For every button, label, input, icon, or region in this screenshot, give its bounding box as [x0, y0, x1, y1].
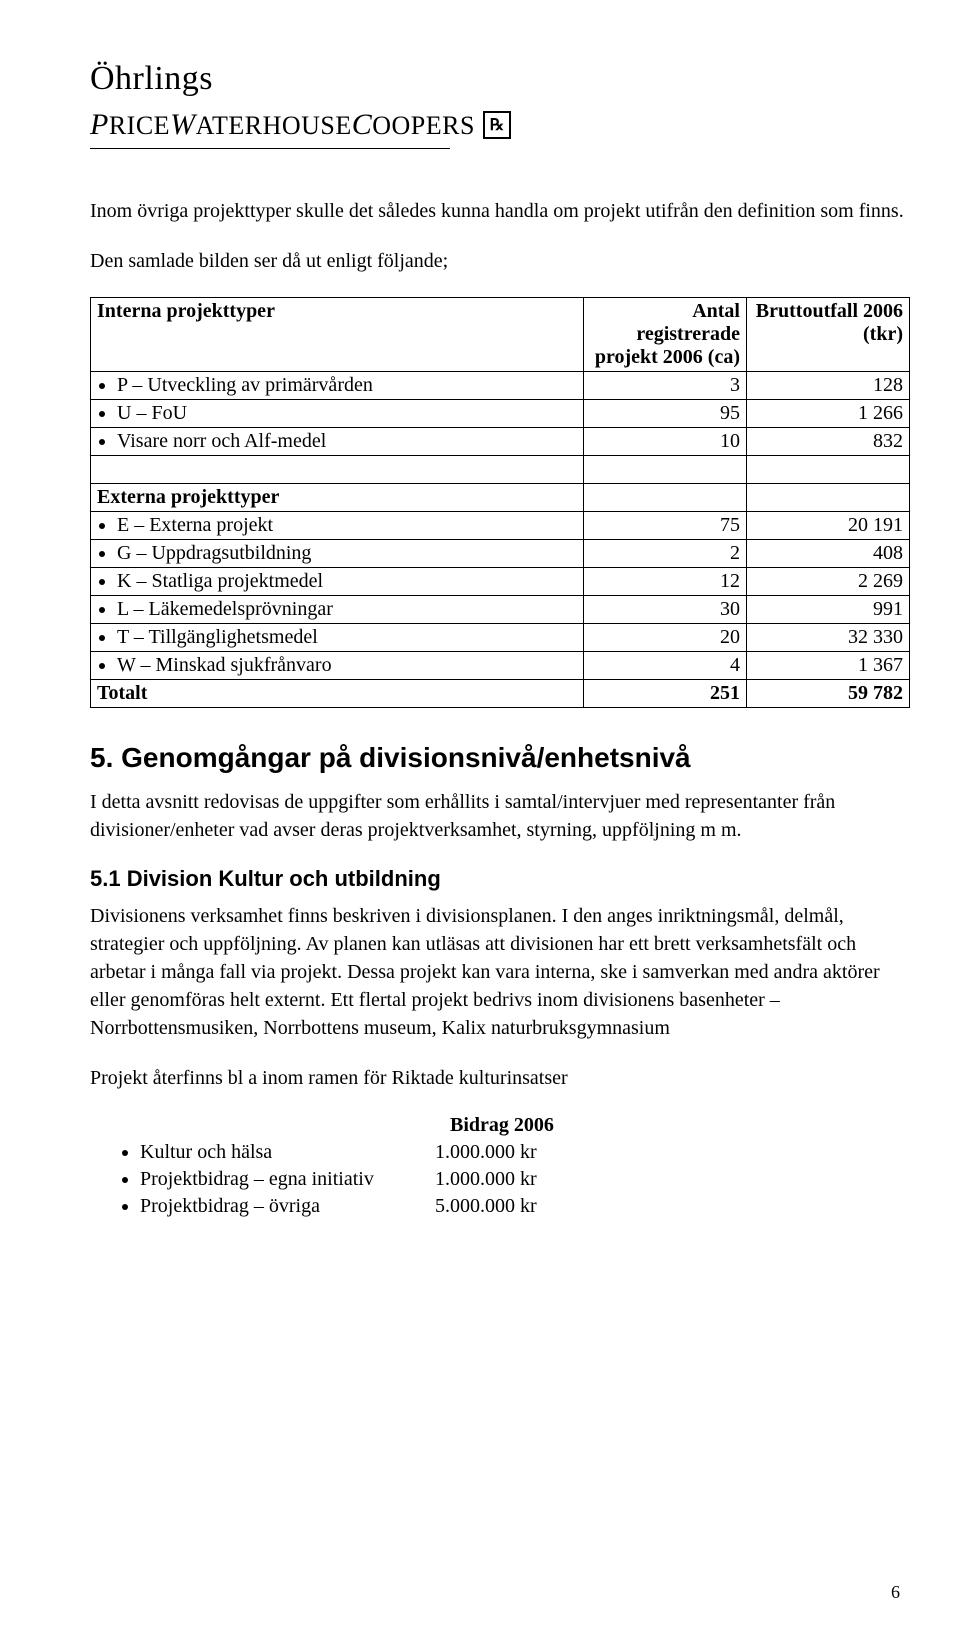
- cell-label: L – Läkemedelsprövningar: [117, 598, 577, 621]
- table-row: U – FoU 95 1 266: [91, 400, 910, 428]
- logo-top: Öhrlings: [90, 60, 910, 98]
- cell-value: 991: [747, 596, 910, 624]
- bidrag-heading: Bidrag 2006: [450, 1114, 910, 1137]
- cell-value: 3: [584, 372, 747, 400]
- list-item: Projektbidrag – egna initiativ 1.000.000…: [140, 1166, 910, 1193]
- cell-value: 1 266: [747, 400, 910, 428]
- cell-value: 95: [584, 400, 747, 428]
- table-row-empty: [91, 456, 910, 484]
- logo-bottom: PRICEWATERHOUSECOOPERS: [90, 108, 475, 142]
- table-row-total: Totalt 251 59 782: [91, 680, 910, 708]
- logo-underline: [90, 148, 450, 149]
- cell-value: 10: [584, 428, 747, 456]
- table-row: G – Uppdragsutbildning 2 408: [91, 540, 910, 568]
- section-5-1-paragraph-1: Divisionens verksamhet finns beskriven i…: [90, 902, 910, 1042]
- table-row: P – Utveckling av primärvården 3 128: [91, 372, 910, 400]
- cell-value: 832: [747, 428, 910, 456]
- cell-value: 20 191: [747, 512, 910, 540]
- cell-value: 4: [584, 652, 747, 680]
- table-row: Visare norr och Alf-medel 10 832: [91, 428, 910, 456]
- cell-value: 128: [747, 372, 910, 400]
- table-row: T – Tillgänglighetsmedel 20 32 330: [91, 624, 910, 652]
- table-header-projekttyper: Interna projekttyper: [91, 298, 584, 372]
- cell-label: W – Minskad sjukfrånvaro: [117, 654, 577, 677]
- cell-value: 2: [584, 540, 747, 568]
- cell-label: U – FoU: [117, 402, 577, 425]
- cell-value: 30: [584, 596, 747, 624]
- section-5-heading: 5. Genomgångar på divisionsnivå/enhetsni…: [90, 742, 910, 774]
- list-item-label: Kultur och hälsa: [140, 1139, 430, 1166]
- total-label: Totalt: [91, 680, 584, 708]
- logo-mark-icon: ℞: [483, 111, 511, 139]
- section-5-1-heading: 5.1 Division Kultur och utbildning: [90, 866, 910, 892]
- list-item-value: 1.000.000 kr: [435, 1168, 537, 1190]
- table-header-externa: Externa projekttyper: [91, 484, 584, 512]
- list-item-label: Projektbidrag – egna initiativ: [140, 1166, 430, 1193]
- table-row: W – Minskad sjukfrånvaro 4 1 367: [91, 652, 910, 680]
- cell-value: 1 367: [747, 652, 910, 680]
- list-item-value: 1.000.000 kr: [435, 1141, 537, 1163]
- cell-value: 12: [584, 568, 747, 596]
- table-row: E – Externa projekt 75 20 191: [91, 512, 910, 540]
- cell-label: P – Utveckling av primärvården: [117, 374, 577, 397]
- list-item-label: Projektbidrag – övriga: [140, 1193, 430, 1220]
- logo: Öhrlings PRICEWATERHOUSECOOPERS ℞: [90, 60, 910, 149]
- leadin-paragraph: Den samlade bilden ser då ut enligt följ…: [90, 247, 910, 275]
- list-item: Kultur och hälsa 1.000.000 kr: [140, 1139, 910, 1166]
- cell-label: G – Uppdragsutbildning: [117, 542, 577, 565]
- cell-value: 20: [584, 624, 747, 652]
- cell-label: E – Externa projekt: [117, 514, 577, 537]
- page-number: 6: [891, 1582, 900, 1603]
- table-header-antal: Antal registrerade projekt 2006 (ca): [584, 298, 747, 372]
- table-header-bruttoutfall: Bruttoutfall 2006 (tkr): [747, 298, 910, 372]
- table-row: L – Läkemedelsprövningar 30 991: [91, 596, 910, 624]
- cell-label: K – Statliga projektmedel: [117, 570, 577, 593]
- total-value: 59 782: [747, 680, 910, 708]
- cell-value: 2 269: [747, 568, 910, 596]
- cell-value: 408: [747, 540, 910, 568]
- table-row: K – Statliga projektmedel 12 2 269: [91, 568, 910, 596]
- section-5-paragraph: I detta avsnitt redovisas de uppgifter s…: [90, 788, 910, 844]
- list-item-value: 5.000.000 kr: [435, 1195, 537, 1217]
- cell-value: 75: [584, 512, 747, 540]
- projekttyper-table: Interna projekttyper Antal registrerade …: [90, 297, 910, 708]
- cell-label: Visare norr och Alf-medel: [117, 430, 577, 453]
- total-value: 251: [584, 680, 747, 708]
- list-item: Projektbidrag – övriga 5.000.000 kr: [140, 1193, 910, 1220]
- cell-label: T – Tillgänglighetsmedel: [117, 626, 577, 649]
- bidrag-list: Kultur och hälsa 1.000.000 kr Projektbid…: [90, 1139, 910, 1220]
- cell-value: 32 330: [747, 624, 910, 652]
- section-5-1-paragraph-2: Projekt återfinns bl a inom ramen för Ri…: [90, 1064, 910, 1092]
- intro-paragraph: Inom övriga projekttyper skulle det såle…: [90, 197, 910, 225]
